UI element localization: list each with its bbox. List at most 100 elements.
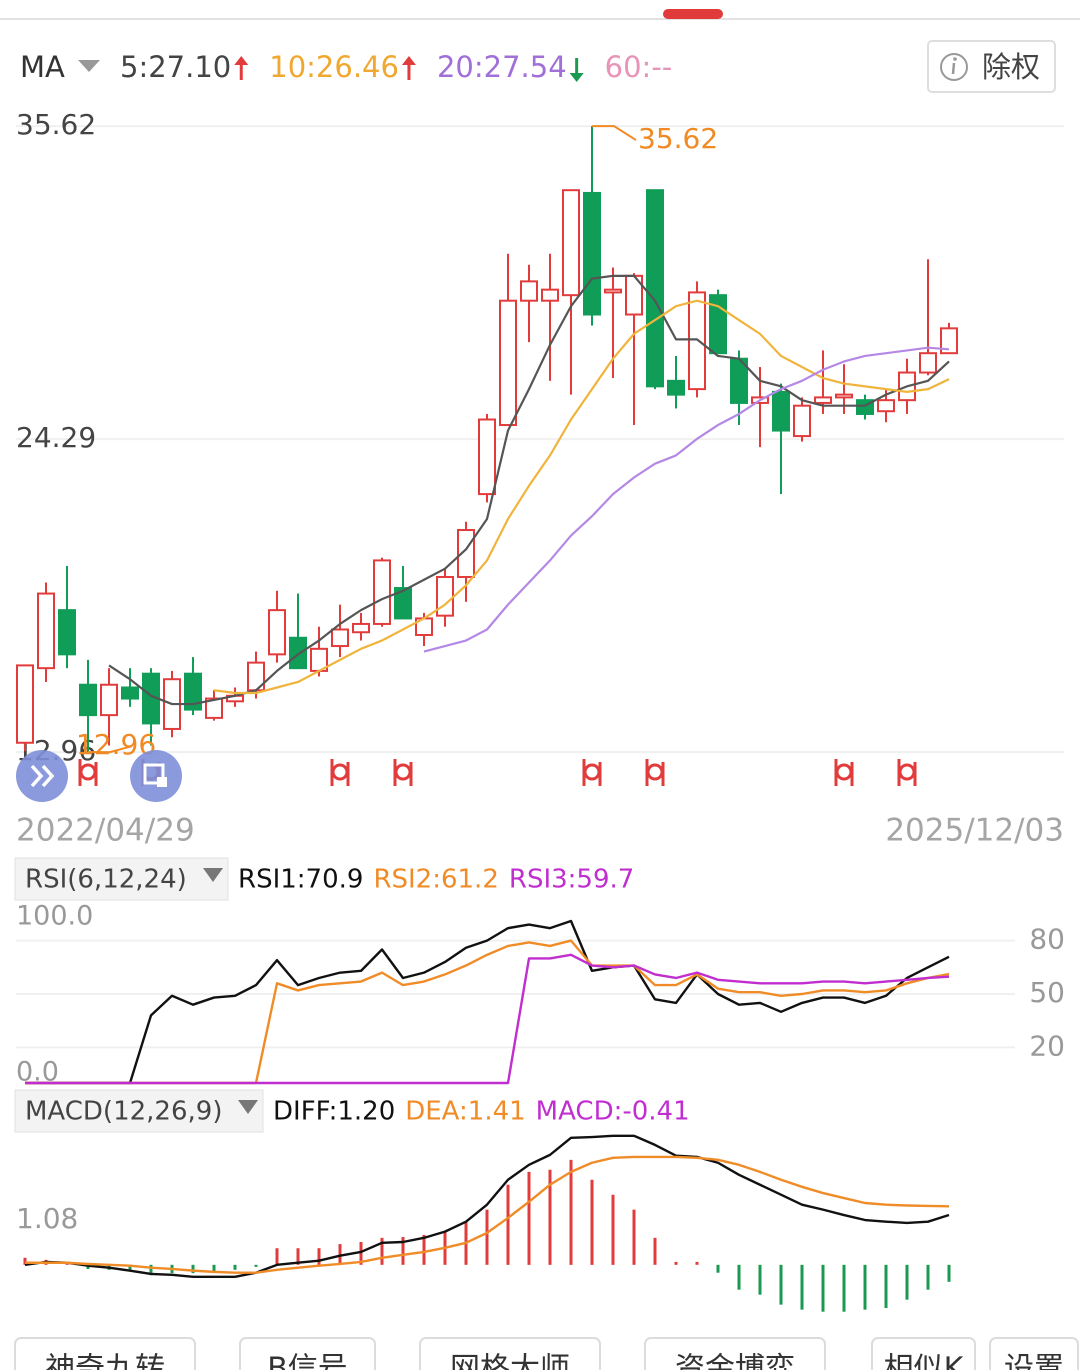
series-line: [25, 953, 950, 1085]
info-icon[interactable]: [953, 57, 957, 61]
tab-label[interactable]: 神奇九转: [45, 1352, 165, 1370]
chevron-icon[interactable]: [30, 764, 44, 788]
tab-button[interactable]: [644, 1337, 826, 1370]
candle-body: [184, 672, 202, 711]
dropdown-icon[interactable]: [78, 60, 100, 72]
signal-marker: [834, 759, 854, 786]
chevron-icon[interactable]: [41, 764, 55, 788]
candle-body: [814, 396, 832, 404]
arrow-head: [569, 73, 584, 82]
trend-arrow: [569, 58, 584, 82]
tab-button[interactable]: [989, 1337, 1079, 1370]
legend-item: RSI2:61.2: [373, 865, 498, 895]
tab-button[interactable]: [871, 1337, 976, 1370]
indicator-name[interactable]: MA: [20, 50, 65, 84]
expand-button[interactable]: [16, 750, 68, 802]
zoom-button[interactable]: [130, 750, 182, 802]
tab-button[interactable]: [14, 1337, 196, 1370]
info-icon[interactable]: [940, 53, 968, 81]
signal-marker: [330, 759, 350, 786]
dropdown-icon[interactable]: [238, 1100, 258, 1114]
adjust-button[interactable]: 除权: [927, 40, 1056, 93]
signal-marker: [897, 759, 917, 786]
candle-body: [394, 587, 412, 620]
candle-body: [121, 686, 139, 700]
signal-marker: [393, 759, 413, 786]
tab-label[interactable]: B信号: [267, 1352, 348, 1370]
button-circle[interactable]: [130, 750, 182, 802]
candle-body: [352, 622, 370, 634]
y-tick-label: 100.0: [16, 901, 93, 932]
indicator-title[interactable]: MACD(12,26,9): [25, 1097, 222, 1127]
candle-body: [436, 575, 454, 617]
candle-body: [268, 609, 286, 656]
button-label[interactable]: 除权: [982, 50, 1040, 84]
legend-item: DIFF:1.20: [273, 1097, 395, 1127]
candle-body: [772, 390, 790, 432]
dropdown-icon[interactable]: [203, 868, 223, 882]
annotation-leader: [592, 125, 637, 141]
arrow-head: [401, 56, 416, 65]
x-tick-label: 2022/04/29: [16, 813, 195, 849]
trend-arrow: [401, 56, 416, 80]
legend-item: DEA:1.41: [405, 1097, 525, 1127]
zoom-icon[interactable]: [157, 777, 167, 787]
signal-marker: [582, 759, 602, 786]
tab-label[interactable]: 网格大师: [450, 1352, 570, 1370]
candle-body: [478, 418, 496, 496]
candle-body: [79, 683, 97, 717]
candle-body: [16, 664, 34, 744]
candle-body: [205, 697, 223, 719]
candle-body: [667, 379, 685, 396]
indicator-title[interactable]: RSI(6,12,24): [25, 865, 187, 895]
tab-button[interactable]: [239, 1337, 376, 1370]
tab-label[interactable]: 资金博弈: [675, 1352, 795, 1370]
legend-item: RSI1:70.9: [238, 865, 363, 895]
candle-body: [583, 191, 601, 316]
indicator-selector[interactable]: [14, 857, 229, 901]
page-indicator: [663, 9, 723, 19]
trend-arrow: [234, 56, 249, 80]
candle-body: [793, 404, 811, 438]
y-tick-label: 35.62: [16, 108, 96, 141]
y-tick-label: 80: [1029, 923, 1065, 956]
series-line: [213, 299, 950, 695]
x-tick-label: 2025/12/03: [885, 813, 1064, 849]
candle-body: [289, 636, 307, 670]
series-line: [24, 1134, 950, 1279]
candle-body: [373, 559, 391, 625]
series-line: [423, 346, 950, 653]
zoom-icon[interactable]: [143, 763, 165, 785]
legend-item: MACD:-0.41: [536, 1097, 690, 1127]
candle-body: [940, 327, 958, 355]
annotation-leader: [88, 745, 133, 754]
candle-body: [562, 189, 580, 297]
legend-item: 20:27.54: [437, 50, 567, 84]
candle-body: [100, 683, 118, 717]
tab-button[interactable]: [419, 1337, 601, 1370]
y-tick-label: 24.29: [16, 421, 96, 454]
candle-body: [835, 393, 853, 399]
candle-body: [877, 399, 895, 413]
signal-marker: [78, 759, 98, 786]
legend-item: RSI3:59.7: [509, 865, 634, 895]
candle-body: [331, 628, 349, 648]
y-tick-label: 50: [1029, 976, 1065, 1009]
series-line: [25, 919, 950, 1085]
candle-body: [520, 280, 538, 302]
indicator-selector[interactable]: [14, 1089, 264, 1133]
legend-item: 60:--: [605, 50, 673, 84]
legend-item: 10:26.46: [269, 50, 399, 84]
y-tick-label: 20: [1029, 1029, 1065, 1062]
tab-label[interactable]: 设置: [1004, 1352, 1064, 1370]
candle-body: [541, 288, 559, 302]
tab-label[interactable]: 相似K: [884, 1352, 965, 1370]
signal-marker: [645, 759, 665, 786]
y-tick-label: 1.08: [16, 1202, 78, 1235]
info-icon[interactable]: [951, 62, 956, 75]
series-line: [25, 1155, 950, 1274]
candle-body: [646, 189, 664, 388]
